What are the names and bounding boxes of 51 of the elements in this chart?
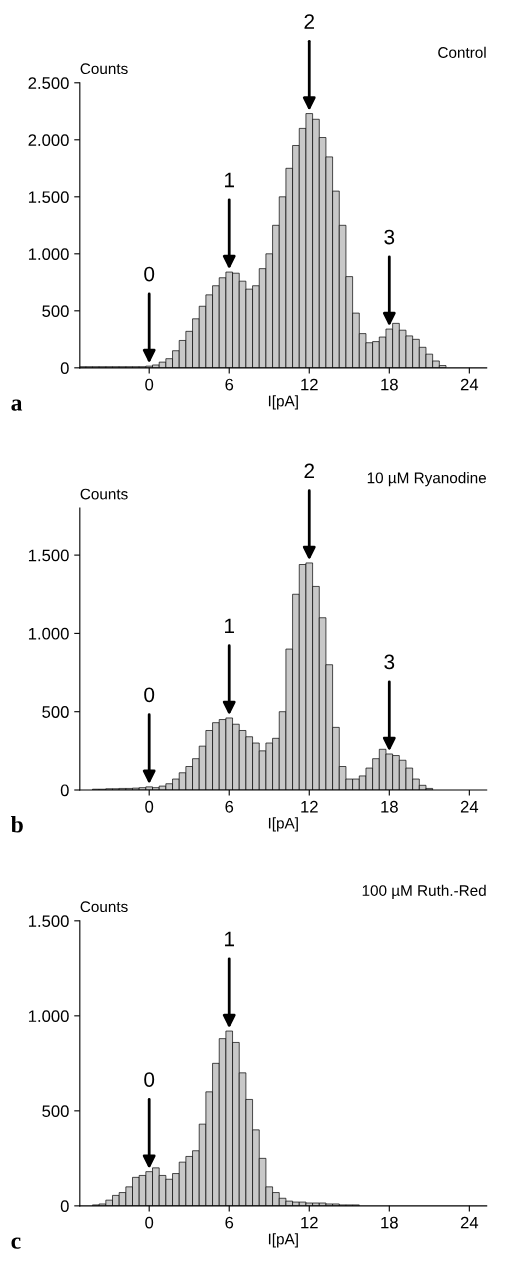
x-axis-title: I[pA] [268, 1233, 298, 1248]
x-tick-label: 18 [381, 378, 398, 391]
x-tick-label: 12 [301, 1216, 318, 1229]
x-tick-label: 18 [381, 1216, 398, 1229]
y-tick-label: 2.000 [28, 134, 69, 146]
y-tick-label: 1.500 [28, 915, 69, 928]
x-tick-label: 12 [301, 378, 318, 391]
y-tick-label: 0 [60, 362, 69, 375]
x-axis-title: I[pA] [268, 817, 298, 832]
y-tick-label: 500 [42, 305, 69, 318]
x-tick-label: 24 [460, 1216, 479, 1229]
y-axis-title: Counts [80, 488, 128, 500]
text: a [11, 399, 23, 411]
annotation: 3 [384, 654, 395, 670]
y-axis-title: Counts [80, 901, 128, 913]
y-tick-label: 2.500 [28, 77, 69, 89]
y-tick-label: 1.000 [28, 248, 69, 261]
y-tick-label: 1.000 [28, 1010, 69, 1023]
x-tick-label: 6 [225, 1216, 234, 1229]
x-axis-title: I[pA] [268, 395, 298, 410]
x-tick-label: 24 [460, 378, 479, 391]
chart-title: Control [438, 46, 486, 58]
x-tick-label: 6 [225, 378, 234, 391]
x-tick-label: 0 [145, 1216, 154, 1229]
annotation: 0 [144, 1072, 155, 1087]
annotation: 3 [384, 229, 395, 245]
annotation: 1 [225, 618, 234, 634]
y-tick-label: 0 [60, 784, 69, 797]
annotation: 0 [144, 687, 155, 703]
y-tick-label: 1.500 [28, 549, 69, 562]
y-tick-label: 1.500 [28, 191, 69, 204]
text: c [11, 1237, 21, 1249]
annotation: 2 [304, 14, 315, 29]
y-tick-label: 500 [42, 706, 69, 718]
annotation: 1 [225, 931, 234, 947]
annotation: 2 [304, 463, 315, 479]
chart-title: 100 µM Ruth.-Red [362, 884, 486, 899]
y-axis-title: Counts [80, 63, 128, 75]
annotation: 0 [144, 266, 155, 282]
x-tick-label: 18 [381, 800, 398, 813]
y-tick-label: 1.000 [28, 627, 69, 640]
x-tick-label: 0 [145, 378, 154, 391]
y-tick-label: 500 [42, 1105, 69, 1118]
x-tick-label: 0 [145, 800, 154, 813]
y-tick-label: 0 [60, 1200, 69, 1213]
annotation: 1 [225, 172, 234, 188]
chart-title: 10 µM Ryanodine [367, 472, 486, 487]
text: b [10, 815, 23, 833]
x-tick-label: 6 [225, 800, 234, 813]
x-tick-label: 24 [460, 800, 479, 813]
x-tick-label: 12 [301, 800, 318, 813]
